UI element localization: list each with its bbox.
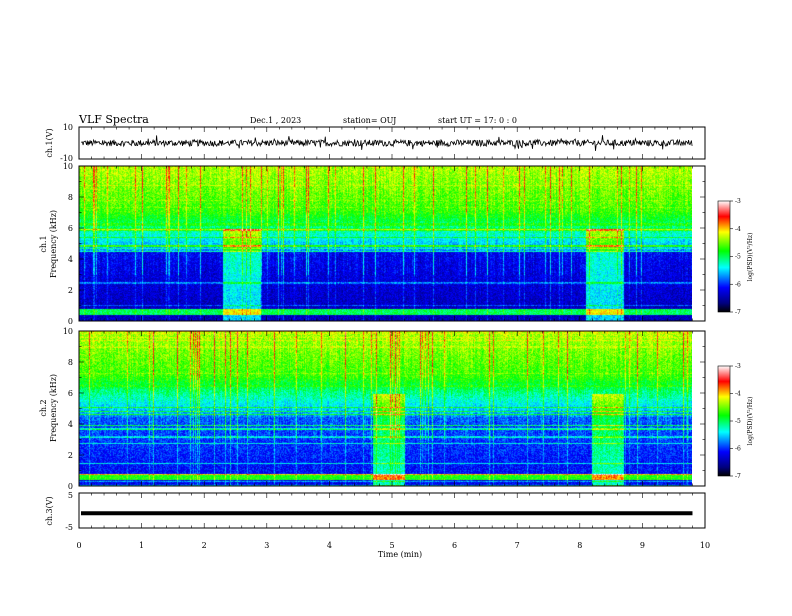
y-tick-label: 8 (68, 193, 73, 202)
ch1-spectrogram-panel: 0 2 4 6 8 10 ch.1 Frequency (kHz) (39, 162, 706, 326)
x-tick-label: 3 (264, 541, 269, 550)
colorbar-tick-label: -7 (735, 309, 741, 316)
x-axis-label: Time (min) (378, 550, 422, 559)
ch1-waveform-panel: 10 -10 ch.1(V) (45, 123, 706, 163)
x-tick-label: 0 (76, 541, 81, 550)
y-tick-label: 0 (68, 482, 73, 491)
ch1-freq-ylabel-ch: ch.1 (39, 235, 48, 252)
x-tick-label: 2 (202, 541, 207, 550)
y-tick-label: 2 (68, 451, 73, 460)
y-tick-label: 10 (63, 327, 73, 336)
colorbar-tick-label: -4 (735, 391, 741, 398)
ch3-waveform-panel: 5 -5 ch.3(V) (45, 491, 706, 532)
x-axis-ticks: 0 1 2 3 4 5 6 7 8 9 10 (76, 127, 710, 550)
colorbar-tick-label: -6 (735, 446, 741, 453)
x-tick-label: 10 (700, 541, 710, 550)
y-tick-label: 8 (68, 358, 73, 367)
ch2-freq-ylabel: Frequency (kHz) (49, 374, 58, 442)
y-tick-label: 6 (68, 224, 73, 233)
colorbar-tick-label: -6 (735, 281, 741, 288)
x-tick-label: 5 (389, 541, 394, 550)
ch2-freq-ylabel-ch: ch.2 (39, 399, 48, 416)
y-tick-label: 2 (68, 286, 73, 295)
ch3-ylabel: ch.3(V) (45, 496, 54, 525)
ch1-ylabel: ch.1(V) (45, 128, 54, 157)
y-tick-label: 4 (68, 255, 73, 264)
x-tick-label: 8 (577, 541, 582, 550)
colorbar-tick-label: -3 (735, 363, 741, 370)
colorbar-tick-label: -7 (735, 473, 741, 480)
ch1-colorbar-label: log(PSD)(V²/Hz) (747, 233, 754, 282)
station-label: station= OUJ (343, 116, 396, 125)
ch2-colorbar-label: log(PSD)(V²/Hz) (747, 397, 754, 446)
ch3-ytick-top: 5 (68, 491, 73, 500)
ch2-colorbar: -3 -4 -5 -6 -7 log(PSD)(V²/Hz) (717, 363, 754, 480)
date-label: Dec.1 , 2023 (250, 116, 301, 125)
colorbar-tick-label: -5 (735, 418, 741, 425)
ch1-freq-ylabel: Frequency (kHz) (49, 210, 58, 278)
colorbar-tick-label: -4 (735, 226, 741, 233)
ch1-waveform-line (80, 135, 693, 151)
x-tick-label: 9 (640, 541, 645, 550)
ch1-ytick-bottom: -10 (60, 154, 73, 163)
start-time-label: start UT = 17: 0 : 0 (438, 116, 517, 125)
colorbar-tick-label: -3 (735, 198, 741, 205)
ch1-spectrogram-heatmap (79, 166, 692, 321)
ch2-spectrogram-panel: 0 2 4 6 8 10 ch.2 Frequency (kHz) (39, 327, 706, 491)
figure-title: VLF Spectra (78, 113, 149, 126)
y-tick-label: 4 (68, 420, 73, 429)
y-tick-label: 6 (68, 389, 73, 398)
ch2-spectrogram-heatmap (79, 331, 692, 486)
ch1-colorbar: -3 -4 -5 -6 -7 log(PSD)(V²/Hz) (717, 198, 754, 316)
ch3-ytick-bottom: -5 (65, 523, 73, 532)
x-tick-label: 7 (515, 541, 520, 550)
colorbar-tick-label: -5 (735, 254, 741, 261)
ch1-ytick-top: 10 (63, 123, 73, 132)
x-tick-label: 6 (452, 541, 457, 550)
x-tick-label: 4 (327, 541, 332, 550)
x-tick-label: 1 (139, 541, 144, 550)
y-tick-label: 0 (68, 317, 73, 326)
y-tick-label: 10 (63, 162, 73, 171)
